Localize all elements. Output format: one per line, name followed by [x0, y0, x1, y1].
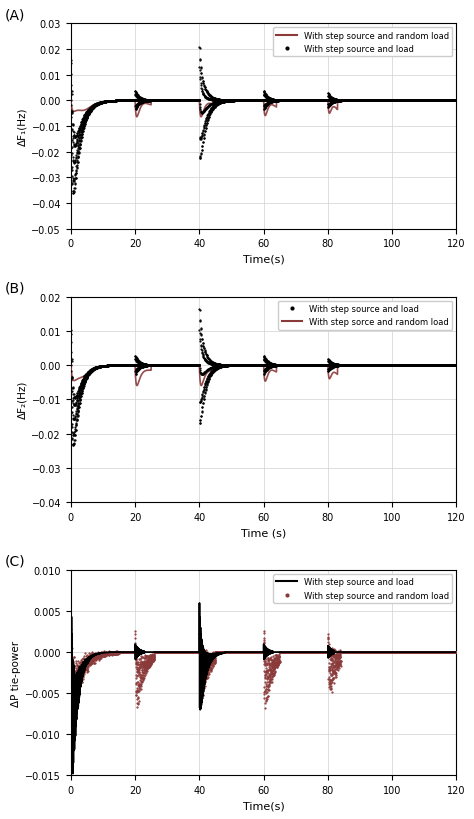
Y-axis label: ΔF₁(Hz): ΔF₁(Hz)	[17, 107, 27, 146]
Text: (A): (A)	[5, 8, 26, 22]
Legend: With step source and load, With step sorce and random load: With step source and load, With step sor…	[278, 301, 452, 330]
Legend: With step source and load, With step source and random load: With step source and load, With step sou…	[273, 574, 452, 603]
Y-axis label: ΔP tie-power: ΔP tie-power	[11, 640, 21, 706]
X-axis label: Time(s): Time(s)	[243, 801, 284, 811]
Text: (B): (B)	[5, 281, 26, 295]
Text: (C): (C)	[5, 554, 26, 568]
Y-axis label: ΔF₂(Hz): ΔF₂(Hz)	[17, 381, 27, 419]
Legend: With step source and random load, With step source and load: With step source and random load, With s…	[273, 29, 452, 57]
X-axis label: Time (s): Time (s)	[241, 527, 286, 538]
X-axis label: Time(s): Time(s)	[243, 255, 284, 265]
